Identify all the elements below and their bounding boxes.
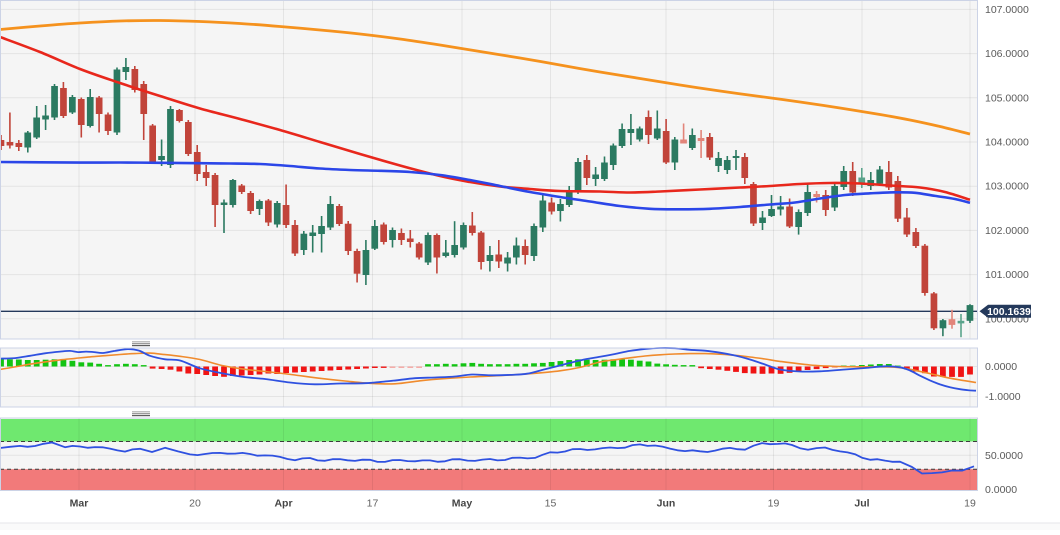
svg-text:50.0000: 50.0000: [985, 450, 1023, 462]
svg-text:Jul: Jul: [854, 498, 869, 510]
svg-text:19: 19: [964, 498, 976, 510]
svg-text:Mar: Mar: [70, 498, 89, 510]
svg-text:0.0000: 0.0000: [985, 484, 1017, 496]
svg-text:103.0000: 103.0000: [985, 181, 1029, 193]
svg-text:107.0000: 107.0000: [985, 4, 1029, 16]
svg-text:15: 15: [545, 498, 557, 510]
svg-text:106.0000: 106.0000: [985, 48, 1029, 60]
svg-text:17: 17: [367, 498, 379, 510]
svg-text:105.0000: 105.0000: [985, 92, 1029, 104]
svg-text:19: 19: [768, 498, 780, 510]
svg-text:101.0000: 101.0000: [985, 269, 1029, 281]
svg-text:Apr: Apr: [274, 498, 292, 510]
svg-text:104.0000: 104.0000: [985, 137, 1029, 149]
svg-text:Jun: Jun: [657, 498, 676, 510]
svg-text:102.0000: 102.0000: [985, 225, 1029, 237]
svg-text:May: May: [452, 498, 473, 510]
svg-text:100.1639: 100.1639: [987, 306, 1031, 318]
svg-text:-1.0000: -1.0000: [985, 391, 1021, 403]
svg-text:0.0000: 0.0000: [985, 361, 1017, 373]
svg-text:20: 20: [189, 498, 201, 510]
